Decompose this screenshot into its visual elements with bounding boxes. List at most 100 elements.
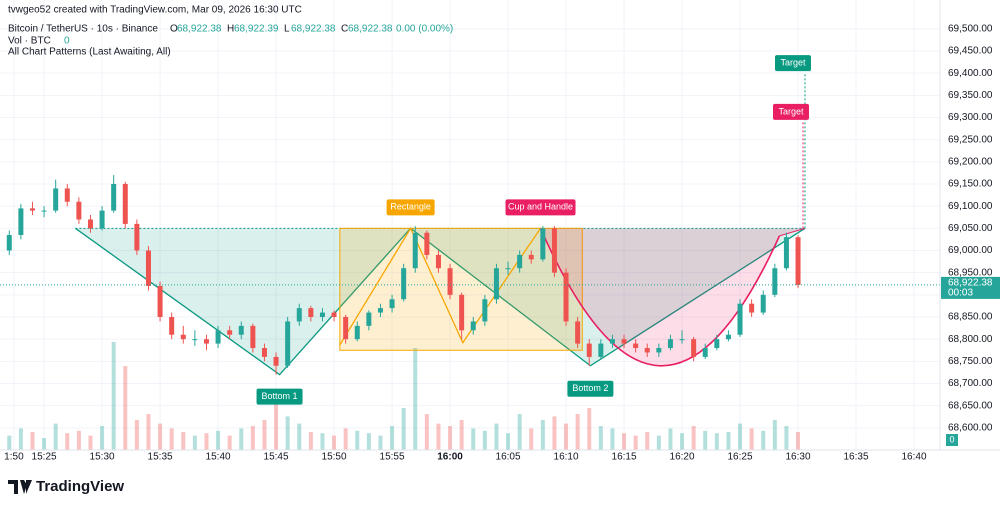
- y-tick-label: 69,250.00: [948, 134, 993, 145]
- candle-body: [308, 308, 314, 317]
- volume-bar: [343, 428, 348, 450]
- volume-bar: [471, 428, 476, 450]
- volume-bar: [772, 420, 777, 450]
- ohlc-value: 68,922.38: [177, 24, 222, 35]
- volume-bar: [622, 433, 627, 450]
- candle-body: [29, 208, 35, 211]
- volume-bar: [378, 435, 383, 450]
- volume-bar: [181, 432, 186, 450]
- logo: TradingView: [8, 478, 124, 495]
- volume-bar: [146, 414, 151, 450]
- volume-bar: [413, 348, 418, 450]
- pattern-label-box: [386, 199, 435, 216]
- target-label: Target: [778, 106, 804, 116]
- ohlc-key: C: [341, 24, 348, 35]
- volume-bar: [529, 428, 534, 450]
- volume-bar: [714, 433, 719, 450]
- candle-body: [41, 210, 47, 212]
- x-tick-label: 15:50: [322, 452, 347, 463]
- volume-bar: [784, 426, 789, 450]
- target-box: [774, 55, 811, 72]
- candle-body: [667, 339, 673, 349]
- volume-bar: [7, 435, 12, 450]
- candle-body: [563, 272, 569, 322]
- ohlc-key: H: [227, 24, 234, 35]
- volume-bar: [552, 416, 557, 450]
- candle-body: [598, 343, 604, 357]
- volume-bar: [796, 432, 801, 450]
- volume-bar: [761, 430, 766, 450]
- volume-bar: [448, 426, 453, 450]
- x-tick-label: 16:35: [844, 452, 869, 463]
- volume-bar: [123, 366, 128, 450]
- plot-area: Target Target Bottom 1 Bottom 2 Rectangle Cup…: [0, 0, 940, 450]
- pattern-line: [539, 228, 781, 367]
- volume-bar: [227, 435, 232, 450]
- candle-body: [122, 183, 128, 224]
- volume-bar: [668, 428, 673, 450]
- candle-body: [517, 254, 523, 269]
- candle-body: [343, 316, 349, 340]
- x-tick-label: 15:40: [206, 452, 231, 463]
- x-tick-label: 16:10: [554, 452, 579, 463]
- candle-body: [261, 348, 267, 357]
- volume-bar: [656, 435, 661, 450]
- volume-bar: [564, 423, 569, 450]
- volume-value: 0: [64, 36, 70, 47]
- candle-body: [6, 234, 12, 251]
- handle-line: [779, 227, 806, 237]
- candle-body: [795, 237, 801, 285]
- candle-body: [250, 325, 256, 349]
- volume-bar: [506, 433, 511, 450]
- candle-body: [145, 250, 151, 286]
- x-tick-label: 16:30: [786, 452, 811, 463]
- y-tick-label: 69,150.00: [948, 179, 993, 190]
- target-box: [772, 103, 809, 120]
- volume-bar: [111, 342, 116, 450]
- volume-bar: [250, 426, 255, 450]
- candle-body: [737, 303, 743, 335]
- x-tick-label: 15:30: [90, 452, 115, 463]
- last-price-label: 68,922.38: [948, 278, 993, 289]
- volume-bar: [587, 408, 592, 450]
- pattern-area: [540, 228, 805, 366]
- x-tick-label: 15:35: [148, 452, 173, 463]
- x-tick-label: 16:40: [902, 452, 927, 463]
- candle-body: [435, 254, 441, 269]
- candle-body: [575, 321, 581, 344]
- candle-body: [366, 312, 372, 326]
- candle-body: [447, 268, 453, 295]
- indicator-title: All Chart Patterns (Last Awaiting, All): [8, 47, 171, 58]
- candle-body: [354, 325, 360, 340]
- volume-bar: [65, 433, 70, 450]
- volume-bar: [390, 426, 395, 450]
- candle-body: [99, 210, 105, 229]
- candle-body: [783, 237, 789, 269]
- volume-bar: [100, 426, 105, 450]
- candle-body: [111, 183, 117, 211]
- logo-icon: [8, 480, 32, 494]
- candle-body: [377, 308, 383, 313]
- volume-bar: [297, 423, 302, 450]
- candle-body: [227, 330, 233, 335]
- x-tick-label: 15:25: [32, 452, 57, 463]
- countdown: 00:03: [948, 288, 973, 299]
- candle-body: [412, 232, 418, 269]
- ohlc-key: L: [284, 24, 290, 35]
- volume-bar: [332, 435, 337, 450]
- candle-body: [679, 339, 685, 341]
- credit: tvwgeo52 created with TradingView.com, M…: [8, 5, 302, 16]
- candle-body: [714, 339, 720, 349]
- y-tick-label: 69,300.00: [948, 112, 993, 123]
- candle-body: [238, 325, 244, 335]
- target-label: Target: [780, 58, 806, 68]
- candle-body: [64, 188, 70, 202]
- y-tick-label: 68,600.00: [948, 422, 993, 433]
- x-tick-label: 16:15: [612, 452, 637, 463]
- volume-bar: [320, 433, 325, 450]
- y-tick-label: 68,950.00: [948, 267, 993, 278]
- y-tick-label: 69,200.00: [948, 156, 993, 167]
- volume-bar: [274, 402, 279, 450]
- candle-body: [551, 228, 557, 273]
